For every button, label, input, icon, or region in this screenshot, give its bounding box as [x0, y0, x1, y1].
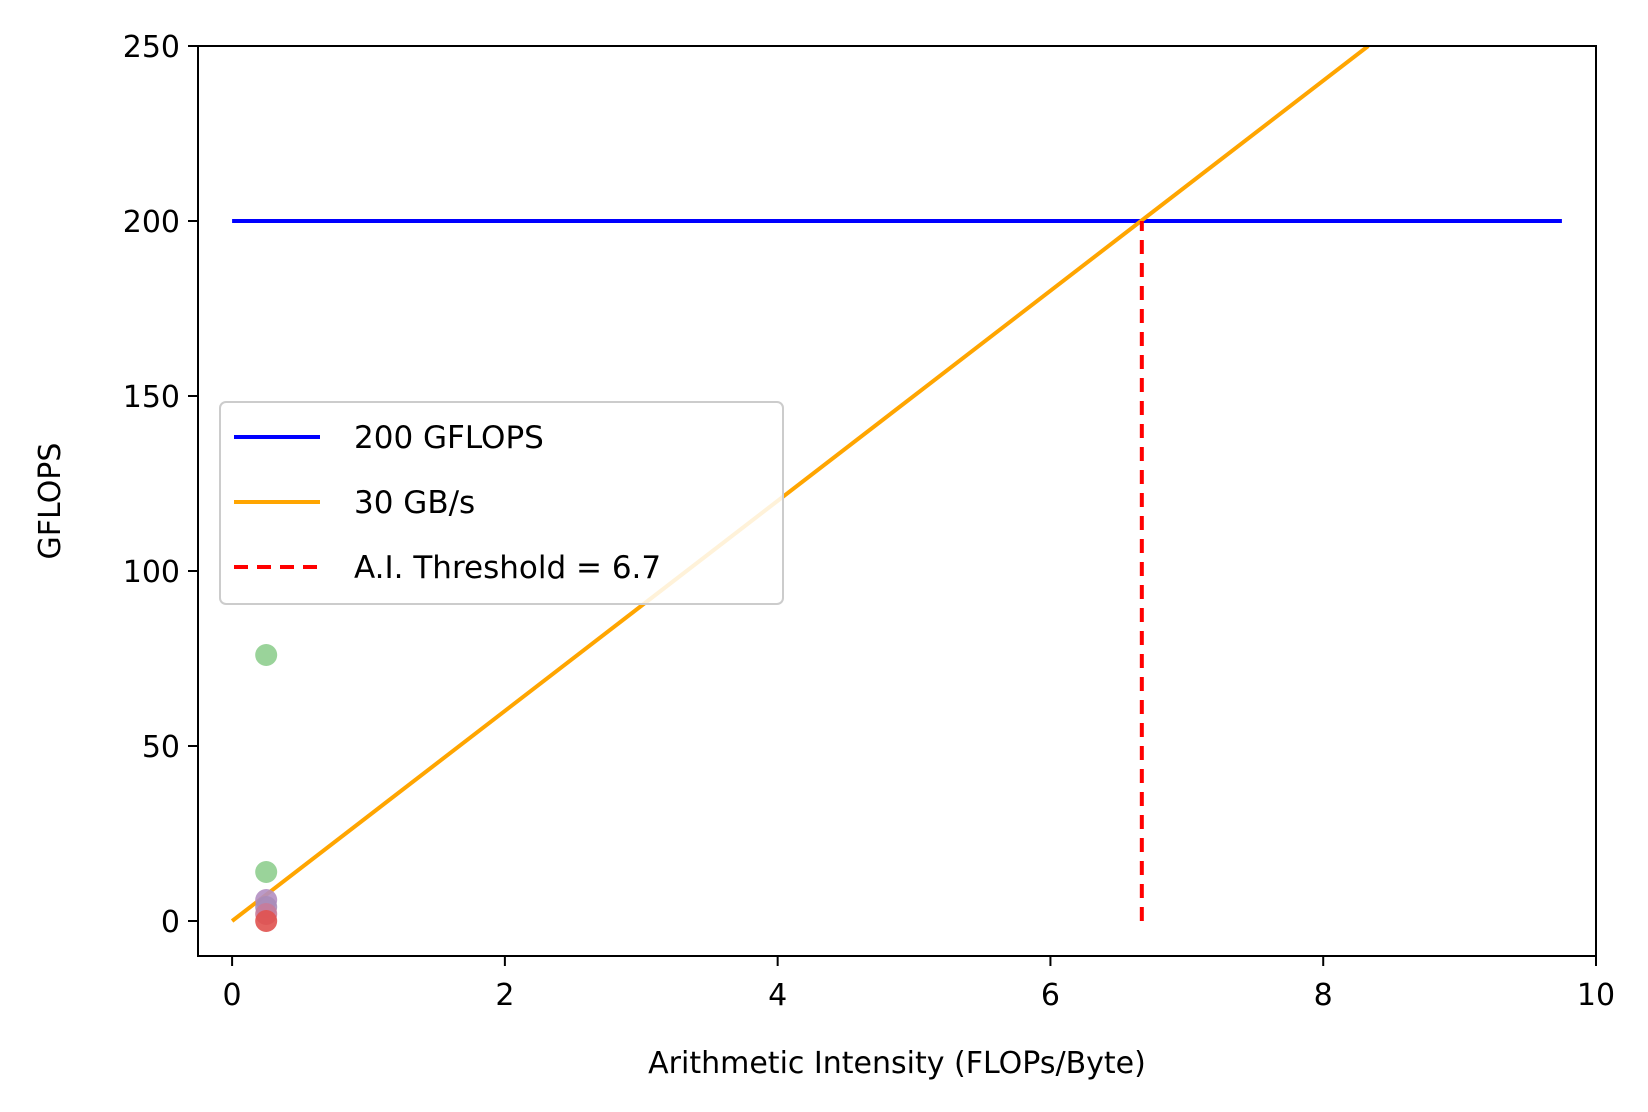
legend-label-1: 200 GFLOPS: [354, 420, 544, 456]
x-axis-ticks: 0 2 4 6 8 10: [223, 956, 1615, 1013]
x-tick-label: 6: [1041, 978, 1060, 1013]
data-point-2: [255, 861, 278, 883]
x-axis-label: Arithmetic Intensity (FLOPs/Byte): [648, 1046, 1146, 1081]
data-point-1: [255, 644, 278, 666]
y-tick-label: 100: [123, 555, 180, 590]
data-point-6: [255, 910, 278, 932]
x-tick-label: 0: [223, 978, 242, 1013]
y-tick-label: 150: [123, 380, 180, 415]
y-axis-label: GFLOPS: [33, 443, 68, 560]
legend-label-2: 30 GB/s: [354, 485, 475, 521]
y-axis-ticks: 0 50 100 150 200 250: [123, 30, 198, 940]
x-tick-label: 2: [495, 978, 514, 1013]
x-tick-label: 4: [768, 978, 787, 1013]
x-tick-label: 10: [1577, 978, 1615, 1013]
y-tick-label: 200: [123, 205, 180, 240]
x-tick-label: 8: [1314, 978, 1333, 1013]
plot-marks: [230, 46, 1562, 932]
series-line-2: [230, 46, 1370, 923]
legend-frame: [219, 401, 784, 605]
y-tick-label: 0: [161, 905, 180, 940]
plot-area-frame: [197, 45, 1597, 957]
y-tick-label: 50: [142, 730, 180, 765]
y-tick-label: 250: [123, 30, 180, 65]
legend: 200 GFLOPS 30 GB/s A.I. Threshold = 6.7: [219, 401, 784, 605]
legend-label-3: A.I. Threshold = 6.7: [354, 550, 661, 586]
